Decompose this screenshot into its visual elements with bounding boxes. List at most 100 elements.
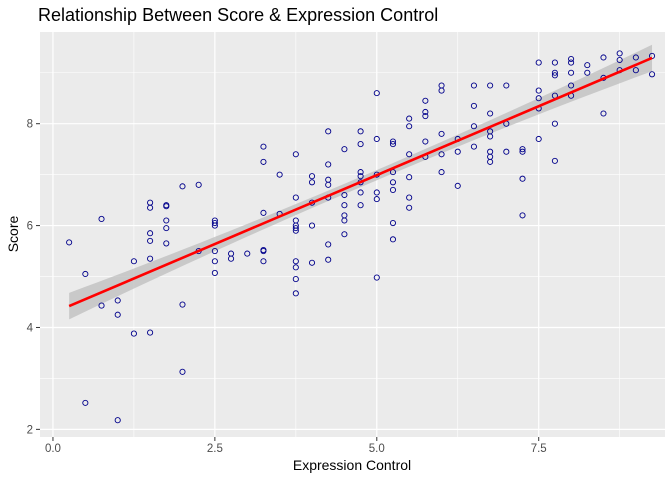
data-point (568, 55, 575, 63)
data-point (308, 179, 316, 186)
data-point (195, 181, 202, 188)
data-point (503, 82, 510, 89)
data-point (406, 174, 413, 181)
data-point (470, 102, 477, 109)
data-point (179, 183, 186, 190)
data-point (163, 217, 170, 224)
data-point (551, 72, 558, 79)
x-tick-label: 5.0 (369, 443, 385, 455)
data-point (244, 250, 251, 257)
data-point (292, 225, 299, 232)
data-point (98, 215, 105, 223)
data-point (438, 130, 445, 137)
x-tick-label: 2.5 (207, 443, 223, 455)
data-point (406, 151, 413, 158)
y-tick-label: 8 (27, 119, 33, 131)
data-point (568, 59, 575, 66)
data-point (308, 222, 316, 229)
data-point (308, 259, 316, 266)
data-point (341, 191, 348, 199)
data-point (276, 171, 283, 178)
data-point (535, 95, 542, 102)
data-point (389, 138, 397, 145)
data-point (179, 368, 186, 375)
data-point (114, 417, 121, 424)
data-point (519, 212, 526, 219)
data-point (292, 151, 299, 158)
x-axis-ticks: 0.0 2.5 5.0 7.5 (45, 437, 547, 455)
y-tick-label: 4 (27, 322, 34, 334)
data-point (211, 219, 218, 227)
data-point (551, 59, 558, 66)
data-point (292, 276, 299, 283)
data-point (519, 175, 526, 182)
data-point (260, 158, 267, 165)
data-point (584, 62, 591, 69)
data-point (454, 148, 461, 155)
data-point (357, 169, 364, 176)
data-point (147, 255, 154, 262)
grid-major (40, 32, 665, 437)
data-point (228, 255, 235, 262)
data-point (357, 189, 364, 196)
data-point (325, 241, 332, 248)
data-point (211, 222, 218, 229)
data-point (130, 258, 137, 265)
data-point (406, 115, 413, 122)
data-point (632, 67, 639, 74)
data-point (438, 87, 445, 94)
grid-minor (40, 32, 665, 437)
x-tick-label: 7.5 (531, 443, 547, 455)
data-points (66, 50, 656, 424)
data-point (632, 54, 639, 61)
data-point (454, 182, 461, 189)
y-tick-label: 6 (27, 221, 33, 233)
data-point (568, 69, 575, 76)
data-point (179, 301, 186, 308)
data-point (568, 82, 575, 89)
x-tick-label: 0.0 (45, 443, 61, 455)
data-point (292, 258, 299, 265)
data-point (325, 161, 332, 168)
data-point (341, 146, 348, 153)
data-point (503, 148, 510, 155)
data-point (470, 123, 477, 130)
x-axis-title: Expression Control (293, 457, 411, 473)
data-point (389, 186, 397, 193)
data-point (260, 246, 267, 254)
data-point (260, 143, 267, 150)
data-point (357, 202, 364, 209)
data-point (82, 270, 89, 278)
data-point (487, 133, 494, 140)
data-point (325, 128, 332, 135)
data-point (357, 141, 364, 148)
data-point (292, 194, 299, 201)
data-point (551, 157, 558, 164)
data-point (389, 236, 397, 243)
data-point (130, 330, 137, 337)
data-point (373, 274, 380, 281)
data-point (406, 194, 413, 201)
data-point (325, 181, 332, 188)
data-point (373, 196, 380, 203)
data-point (422, 113, 429, 120)
data-point (147, 204, 154, 211)
data-point (341, 217, 348, 224)
data-point (147, 230, 154, 237)
data-point (211, 258, 218, 265)
data-point (616, 56, 623, 64)
data-point (373, 90, 380, 97)
y-axis-ticks: 2 4 6 8 (27, 119, 40, 436)
data-point (422, 138, 429, 145)
data-point (147, 329, 154, 336)
data-point (147, 237, 154, 244)
y-axis-title: Score (5, 216, 21, 253)
data-point (600, 54, 607, 61)
data-point (535, 87, 542, 94)
data-point (470, 82, 477, 89)
data-point (519, 146, 526, 153)
data-point (114, 311, 121, 318)
data-point (260, 209, 267, 216)
data-point (373, 189, 380, 196)
